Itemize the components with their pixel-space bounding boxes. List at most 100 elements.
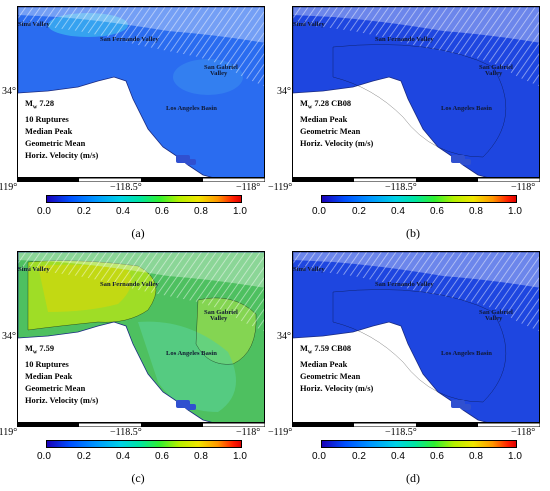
colorbar-tick: 1.0 bbox=[508, 451, 522, 462]
label-los-angeles-basin: Los Angeles Basin bbox=[166, 350, 217, 357]
legend-line: Geometric Mean bbox=[25, 384, 86, 394]
map-panel: Simi Valley San Fernando Valley San Gabr… bbox=[0, 245, 275, 490]
map-panel: Simi Valley San Fernando Valley San Gabr… bbox=[0, 0, 275, 245]
lon-tick-label: −118.5° bbox=[385, 182, 417, 193]
colorbar-tick: 0.6 bbox=[430, 206, 444, 217]
legend-line: Horiz. Velocity (m/s) bbox=[300, 139, 374, 149]
colorbar bbox=[46, 195, 242, 203]
legend-line: 10 Ruptures bbox=[25, 114, 69, 124]
legend-line: Horiz. Velocity (m/s) bbox=[300, 384, 374, 394]
legend-magnitude: Mw 7.59 CB08 bbox=[300, 344, 352, 356]
colorbar-tick: 0.0 bbox=[312, 206, 326, 217]
legend-line: Median Peak bbox=[25, 372, 73, 382]
colorbar-tick: 0.8 bbox=[194, 206, 208, 217]
shaded-relief-map: Simi Valley San Fernando Valley San Gabr… bbox=[292, 251, 540, 423]
label-valley: Valley bbox=[485, 70, 503, 77]
shaded-relief-map: Simi Valley San Fernando Valley San Gabr… bbox=[17, 251, 265, 423]
map-panel: Simi Valley San Fernando Valley San Gabr… bbox=[268, 0, 550, 245]
lon-tick-label: −119° bbox=[268, 427, 293, 438]
lon-tick-label: −118° bbox=[236, 182, 261, 193]
panel-label: (b) bbox=[406, 226, 420, 240]
panel-label: (a) bbox=[131, 226, 145, 240]
lat-tick-label: 34° bbox=[277, 331, 291, 342]
shaded-relief-map: Simi Valley San Fernando Valley San Gabr… bbox=[17, 6, 265, 178]
axis-frame-ticks bbox=[292, 423, 540, 427]
lon-tick-label: −118° bbox=[511, 182, 536, 193]
legend-line: Horiz. Velocity (m/s) bbox=[25, 396, 99, 406]
map-panel: Simi Valley San Fernando Valley San Gabr… bbox=[268, 245, 550, 490]
shaded-relief-map: Simi Valley San Fernando Valley San Gabr… bbox=[292, 6, 540, 178]
legend-line: 10 Ruptures bbox=[25, 359, 69, 369]
lon-tick-label: −118° bbox=[236, 427, 261, 438]
colorbar-tick: 0.4 bbox=[116, 451, 130, 462]
lat-tick-label: 34° bbox=[277, 86, 291, 97]
colorbar-tick: 1.0 bbox=[233, 451, 247, 462]
label-simi-valley: Simi Valley bbox=[293, 21, 325, 28]
colorbar-tick: 0.8 bbox=[469, 451, 483, 462]
panel-label: (c) bbox=[131, 471, 145, 485]
colorbar-tick: 0.4 bbox=[391, 206, 405, 217]
lon-tick-label: −118.5° bbox=[385, 427, 417, 438]
label-simi-valley: Simi Valley bbox=[293, 266, 325, 273]
legend-magnitude: Mw 7.59 bbox=[25, 344, 54, 356]
legend-line: Horiz. Velocity (m/s) bbox=[25, 151, 99, 161]
palos-verdes bbox=[451, 155, 471, 165]
legend-line: Median Peak bbox=[300, 114, 348, 124]
map-legend: Mw 7.28 10 Ruptures Median Peak Geometric … bbox=[25, 98, 98, 163]
legend-magnitude: Mw 7.28 bbox=[25, 99, 54, 111]
label-san-fernando-valley: San Fernando Valley bbox=[100, 281, 159, 288]
panel-label: (d) bbox=[406, 471, 420, 485]
colorbar-tick: 1.0 bbox=[233, 206, 247, 217]
label-simi-valley: Simi Valley bbox=[18, 266, 50, 273]
colorbar-tick: 1.0 bbox=[508, 206, 522, 217]
label-los-angeles-basin: Los Angeles Basin bbox=[166, 105, 217, 112]
axis-frame-ticks bbox=[292, 178, 540, 182]
lon-tick-label: −119° bbox=[268, 182, 293, 193]
legend-line: Geometric Mean bbox=[300, 372, 361, 382]
colorbar bbox=[46, 440, 242, 448]
colorbar-tick: 0.4 bbox=[116, 206, 130, 217]
label-san-gabriel: San Gabriel bbox=[204, 309, 238, 316]
colorbar-tick: 0.2 bbox=[352, 451, 366, 462]
palos-verdes bbox=[176, 155, 196, 165]
palos-verdes bbox=[451, 400, 471, 410]
colorbar-tick: 0.4 bbox=[391, 451, 405, 462]
legend-magnitude: Mw 7.28 CB08 bbox=[300, 99, 352, 111]
label-san-gabriel: San Gabriel bbox=[204, 64, 238, 71]
legend-line: Geometric Mean bbox=[300, 127, 361, 137]
axis-frame-ticks bbox=[17, 423, 265, 427]
colorbar-tick: 0.0 bbox=[312, 451, 326, 462]
label-los-angeles-basin: Los Angeles Basin bbox=[441, 350, 492, 357]
lon-tick-label: −118.5° bbox=[110, 182, 142, 193]
legend-line: Median Peak bbox=[300, 359, 348, 369]
lat-tick-label: 34° bbox=[2, 86, 16, 97]
label-simi-valley: Simi Valley bbox=[18, 21, 50, 28]
legend-line: Geometric Mean bbox=[25, 139, 86, 149]
palos-verdes bbox=[176, 400, 196, 410]
lon-tick-label: −119° bbox=[0, 182, 18, 193]
colorbar-tick: 0.8 bbox=[469, 206, 483, 217]
label-san-gabriel: San Gabriel bbox=[479, 309, 513, 316]
lon-tick-label: −119° bbox=[0, 427, 18, 438]
map-legend: Mw 7.59 10 Ruptures Median Peak Geometric … bbox=[25, 343, 98, 408]
label-valley: Valley bbox=[485, 315, 503, 322]
colorbar-tick: 0.0 bbox=[37, 451, 51, 462]
label-san-fernando-valley: San Fernando Valley bbox=[100, 36, 159, 43]
colorbar-tick: 0.2 bbox=[352, 206, 366, 217]
colorbar-tick: 0.6 bbox=[155, 451, 169, 462]
colorbar-tick: 0.2 bbox=[77, 206, 91, 217]
map-legend: Mw 7.28 CB08 Median Peak Geometric Mean Hor… bbox=[300, 98, 373, 150]
label-valley: Valley bbox=[210, 315, 228, 322]
map-legend: Mw 7.59 CB08 Median Peak Geometric Mean Hor… bbox=[300, 343, 373, 395]
colorbar-tick: 0.6 bbox=[430, 451, 444, 462]
colorbar-tick: 0.2 bbox=[77, 451, 91, 462]
colorbar bbox=[321, 195, 517, 203]
lon-tick-label: −118.5° bbox=[110, 427, 142, 438]
colorbar bbox=[321, 440, 517, 448]
legend-line: Median Peak bbox=[25, 127, 73, 137]
label-san-fernando-valley: San Fernando Valley bbox=[375, 281, 434, 288]
label-san-fernando-valley: San Fernando Valley bbox=[375, 36, 434, 43]
colorbar-tick: 0.0 bbox=[37, 206, 51, 217]
colorbar-tick: 0.8 bbox=[194, 451, 208, 462]
label-san-gabriel: San Gabriel bbox=[479, 64, 513, 71]
